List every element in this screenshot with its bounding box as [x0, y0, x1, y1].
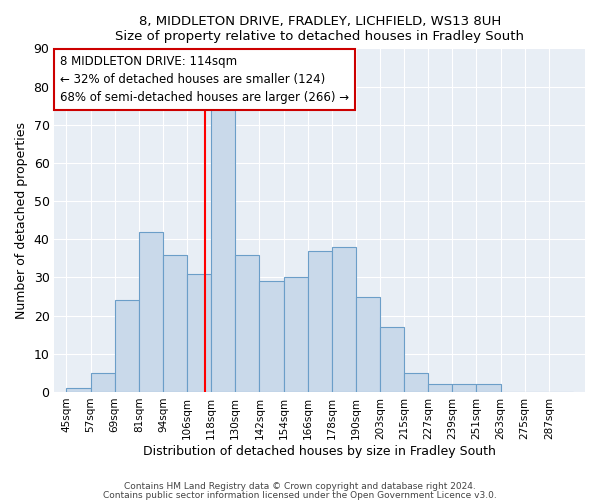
Bar [187, 274, 211, 392]
Text: Contains public sector information licensed under the Open Government Licence v3: Contains public sector information licen… [103, 490, 497, 500]
Bar [259, 281, 284, 392]
Bar [308, 250, 332, 392]
Bar [91, 373, 115, 392]
Bar [356, 296, 380, 392]
Bar [139, 232, 163, 392]
Bar [404, 373, 428, 392]
Title: 8, MIDDLETON DRIVE, FRADLEY, LICHFIELD, WS13 8UH
Size of property relative to de: 8, MIDDLETON DRIVE, FRADLEY, LICHFIELD, … [115, 15, 524, 43]
Text: 8 MIDDLETON DRIVE: 114sqm
← 32% of detached houses are smaller (124)
68% of semi: 8 MIDDLETON DRIVE: 114sqm ← 32% of detac… [60, 55, 349, 104]
Bar [235, 254, 259, 392]
Text: Contains HM Land Registry data © Crown copyright and database right 2024.: Contains HM Land Registry data © Crown c… [124, 482, 476, 491]
Bar [67, 388, 91, 392]
Y-axis label: Number of detached properties: Number of detached properties [15, 122, 28, 318]
Bar [284, 278, 308, 392]
Bar [211, 110, 235, 392]
Bar [380, 327, 404, 392]
Bar [452, 384, 476, 392]
X-axis label: Distribution of detached houses by size in Fradley South: Distribution of detached houses by size … [143, 444, 496, 458]
Bar [332, 247, 356, 392]
Bar [428, 384, 452, 392]
Bar [476, 384, 500, 392]
Bar [163, 254, 187, 392]
Bar [115, 300, 139, 392]
